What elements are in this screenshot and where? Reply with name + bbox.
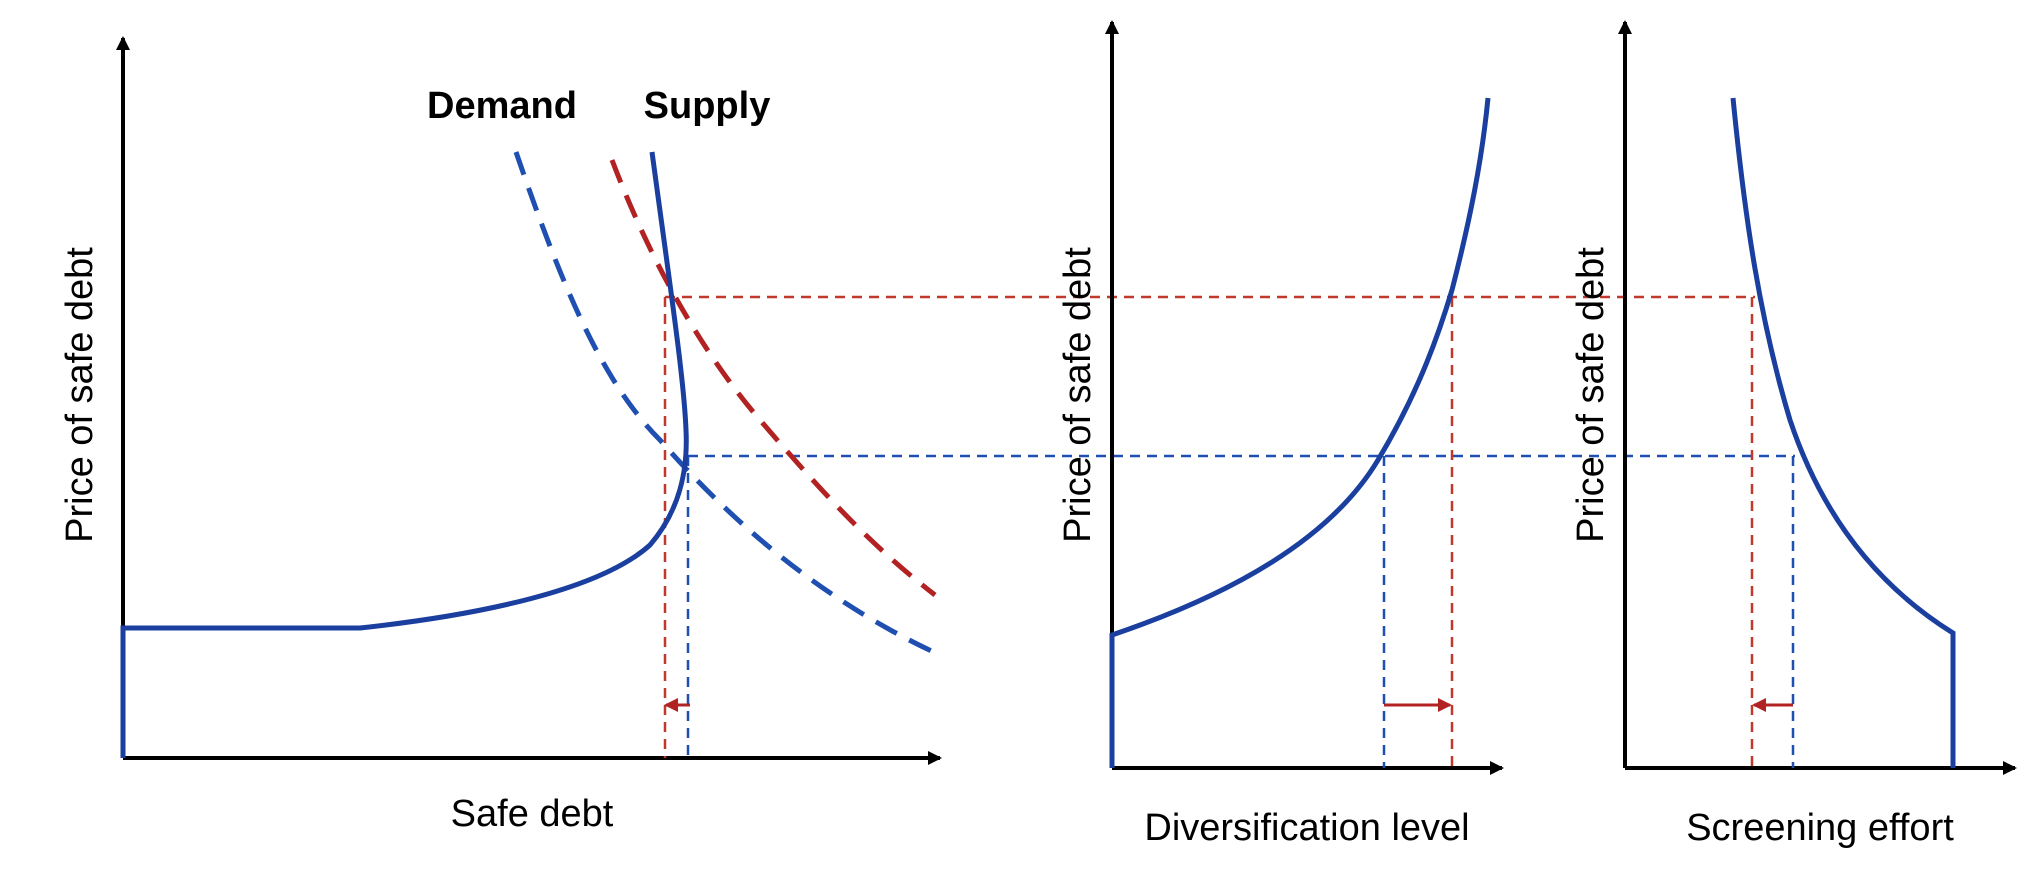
middle-x-axis-label: Diversification level	[1144, 807, 1469, 849]
middle-y-axis-label: Price of safe debt	[1057, 247, 1099, 543]
demand-curve-initial	[513, 151, 942, 658]
screening-curve	[1730, 97, 1956, 768]
diversification-curve	[1109, 97, 1491, 768]
right-x-axis-label: Screening effort	[1686, 807, 1954, 849]
panel-middle: Diversification level Price of safe debt	[1057, 20, 1504, 849]
demand-label: Demand	[427, 85, 577, 127]
right-y-axis-label: Price of safe debt	[1570, 247, 1612, 543]
supply-label: Supply	[644, 85, 771, 127]
demand-curve-shifted	[609, 159, 937, 597]
left-x-axis-label: Safe debt	[451, 793, 614, 835]
panel-left: Demand Supply Safe debt Price of safe de…	[59, 36, 942, 835]
supply-curve	[120, 151, 689, 758]
left-y-axis-label: Price of safe debt	[59, 247, 101, 543]
panel-right: Screening effort Price of safe debt	[1570, 20, 2017, 849]
